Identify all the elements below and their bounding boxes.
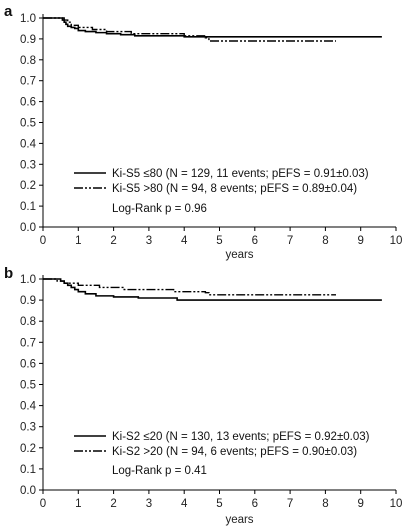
y-tick-label: 1.0 — [20, 274, 36, 286]
legend-entry: Ki-S5 ≤80 (N = 129, 11 events; pEFS = 0.… — [112, 168, 369, 180]
x-tick-label: 9 — [357, 235, 363, 247]
y-tick-label: 0.9 — [20, 295, 36, 307]
y-tick-label: 0.2 — [20, 443, 36, 455]
y-tick-label: 0.4 — [20, 138, 37, 150]
x-tick-label: 3 — [146, 235, 152, 247]
survival-curve-solid — [43, 278, 382, 301]
legend-entry: Ki-S2 ≤20 (N = 130, 13 events; pEFS = 0.… — [112, 431, 370, 443]
x-tick-label: 2 — [110, 235, 116, 247]
x-tick-label: 9 — [357, 498, 363, 510]
x-tick-label: 10 — [390, 235, 403, 247]
y-tick-label: 0.5 — [20, 380, 36, 392]
y-tick-label: 0.0 — [20, 222, 36, 234]
log-rank-annotation: Log-Rank p = 0.41 — [112, 465, 207, 477]
y-tick-label: 0.6 — [20, 97, 36, 109]
x-tick-label: 6 — [252, 235, 258, 247]
x-axis-label: years — [225, 249, 253, 261]
x-tick-label: 2 — [110, 498, 116, 510]
y-tick-label: 0.1 — [20, 464, 36, 476]
y-tick-label: 0.3 — [20, 422, 36, 434]
survival-curve-dashdot — [43, 278, 336, 296]
x-tick-label: 7 — [287, 498, 293, 510]
y-tick-label: 0.3 — [20, 159, 36, 171]
x-tick-label: 0 — [40, 235, 46, 247]
log-rank-annotation: Log-Rank p = 0.96 — [112, 203, 207, 215]
x-tick-label: 5 — [216, 235, 222, 247]
y-tick-label: 0.9 — [20, 34, 36, 46]
y-tick-label: 0.8 — [20, 316, 36, 328]
y-tick-label: 0.6 — [20, 358, 36, 370]
x-tick-label: 3 — [146, 498, 152, 510]
y-tick-label: 0.0 — [20, 485, 36, 497]
survival-curve-dashdot — [43, 17, 336, 42]
x-tick-label: 5 — [216, 498, 222, 510]
x-axis-label: years — [225, 514, 253, 526]
y-tick-label: 0.7 — [20, 337, 36, 349]
y-tick-label: 0.4 — [20, 401, 37, 413]
x-tick-label: 10 — [390, 498, 403, 510]
y-tick-label: 0.7 — [20, 76, 36, 88]
x-tick-label: 4 — [181, 498, 188, 510]
chart-panel-a: a 0.0 0.1 0.2 0.3 0.4 0.5 0.6 0.7 0.8 0.9 1.0 0 1 2 3 4 5… — [4, 3, 402, 261]
x-tick-label: 6 — [252, 498, 258, 510]
x-tick-label: 8 — [322, 498, 328, 510]
survival-curve-solid — [43, 17, 382, 38]
x-tick-label: 1 — [75, 498, 81, 510]
y-tick-label: 0.1 — [20, 201, 36, 213]
x-tick-label: 7 — [287, 235, 293, 247]
y-tick-label: 0.8 — [20, 55, 36, 67]
y-tick-label: 1.0 — [20, 13, 36, 25]
x-tick-label: 1 — [75, 235, 81, 247]
legend-entry: Ki-S2 >20 (N = 94, 6 events; pEFS = 0.90… — [112, 446, 357, 458]
panel-label: b — [4, 265, 13, 282]
legend-entry: Ki-S5 >80 (N = 94, 8 events; pEFS = 0.89… — [112, 183, 357, 195]
panel-label: a — [4, 3, 13, 20]
x-tick-label: 4 — [181, 235, 188, 247]
y-tick-label: 0.2 — [20, 180, 36, 192]
x-tick-label: 8 — [322, 235, 328, 247]
y-tick-label: 0.5 — [20, 118, 36, 130]
chart-panel-b: b 0.0 0.1 0.2 0.3 0.4 0.5 0.6 0.7 0.8 0.9 1.0 0 1 2 3 4 5… — [4, 265, 402, 526]
x-tick-label: 0 — [40, 498, 46, 510]
